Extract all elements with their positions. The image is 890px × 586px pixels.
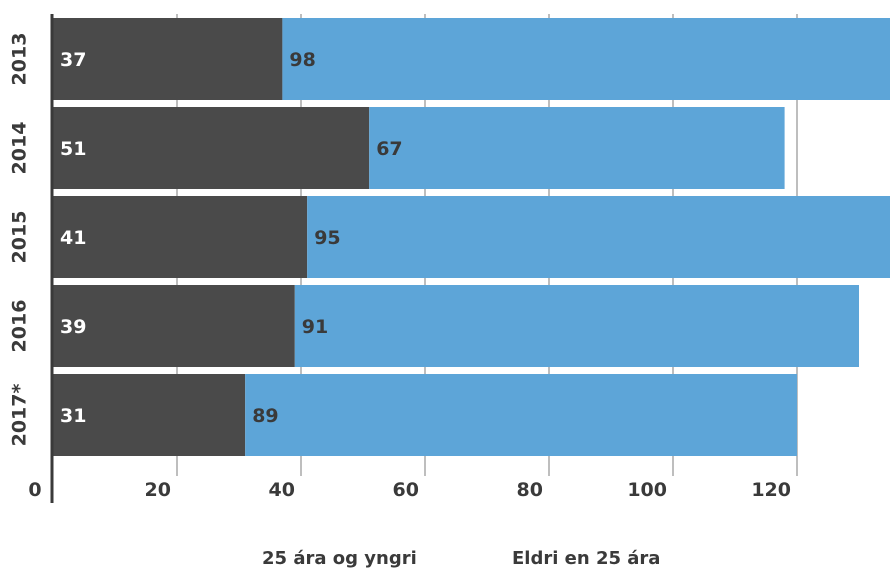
legend: 25 ára og yngri Eldri en 25 ára: [0, 548, 890, 578]
data-label-old-2013: 98: [289, 49, 315, 71]
x-tick-label-0: 0: [28, 479, 41, 501]
data-label-young-2015: 41: [60, 227, 86, 249]
data-label-old-2015: 95: [314, 227, 340, 249]
bar-young-2015: [53, 196, 308, 278]
category-label-2017: 2017*: [9, 384, 31, 447]
bar-old-2013: [282, 18, 890, 100]
x-tick-label-120: 120: [751, 479, 791, 501]
data-label-old-2017: 89: [252, 405, 278, 427]
category-label-2014: 2014: [9, 122, 31, 175]
legend-series-young: 25 ára og yngri: [262, 548, 417, 569]
data-label-young-2014: 51: [60, 138, 86, 160]
category-label-2015: 2015: [9, 211, 31, 264]
legend-series-old: Eldri en 25 ára: [512, 548, 661, 569]
x-tick-label-80: 80: [517, 479, 543, 501]
x-tick-label-40: 40: [269, 479, 295, 501]
x-tick-label-20: 20: [145, 479, 171, 501]
data-label-old-2016: 91: [302, 316, 328, 338]
x-tick-label-60: 60: [393, 479, 419, 501]
category-label-2013: 2013: [9, 33, 31, 86]
bar-young-2014: [53, 107, 370, 189]
data-label-young-2013: 37: [60, 49, 86, 71]
bar-old-2014: [369, 107, 785, 189]
data-label-old-2014: 67: [376, 138, 402, 160]
bar-young-2017: [53, 374, 246, 456]
data-label-young-2016: 39: [60, 316, 86, 338]
x-tick-label-100: 100: [627, 479, 667, 501]
bar-young-2016: [53, 285, 295, 367]
bar-old-2017: [245, 374, 797, 456]
data-label-young-2017: 31: [60, 405, 86, 427]
bar-old-2016: [294, 285, 859, 367]
category-label-2016: 2016: [9, 300, 31, 353]
bar-young-2013: [53, 18, 283, 100]
bar-old-2015: [307, 196, 890, 278]
